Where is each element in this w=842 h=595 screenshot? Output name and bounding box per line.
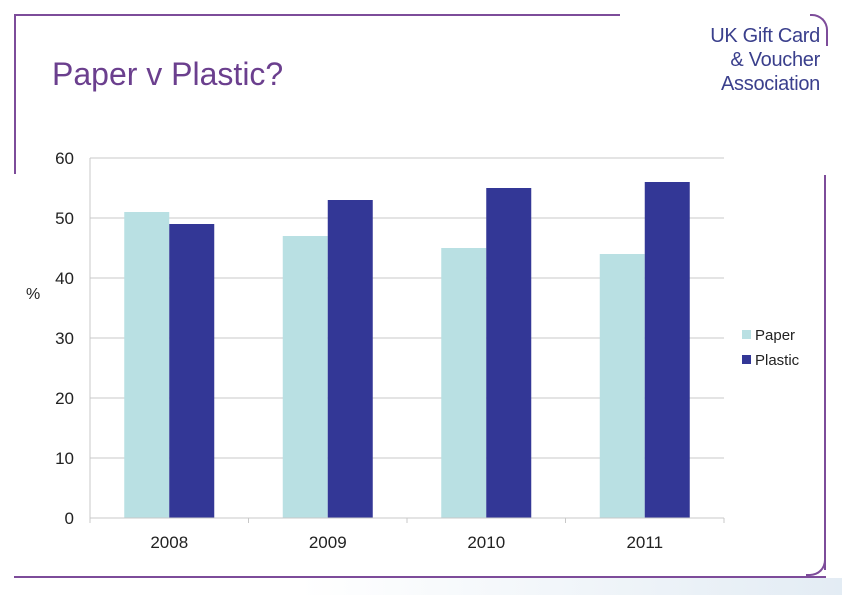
bar-plastic-2011 bbox=[644, 182, 690, 518]
legend-label-plastic: Plastic bbox=[755, 352, 800, 369]
bar-paper-2009 bbox=[282, 236, 328, 518]
bottom-gradient bbox=[300, 578, 842, 595]
slide-title: Paper v Plastic? bbox=[52, 56, 284, 92]
x-tick-label: 2010 bbox=[467, 533, 505, 552]
legend-swatch-paper bbox=[742, 330, 751, 339]
y-axis-label: % bbox=[26, 286, 41, 303]
legend-swatch-plastic bbox=[742, 355, 751, 364]
logo-line-3: Association bbox=[721, 73, 820, 95]
frame-right-top-corner bbox=[810, 14, 828, 46]
y-tick-label: 0 bbox=[65, 509, 74, 528]
association-logo: UK Gift Card & Voucher Association bbox=[680, 24, 820, 96]
bar-plastic-2010 bbox=[486, 188, 532, 518]
x-tick-label: 2008 bbox=[150, 533, 188, 552]
y-tick-label: 10 bbox=[55, 449, 74, 468]
bar-plastic-2009 bbox=[327, 200, 373, 518]
legend-label-paper: Paper bbox=[755, 327, 795, 344]
bar-plastic-2008 bbox=[169, 224, 215, 518]
logo-line-1: UK Gift Card bbox=[710, 25, 820, 47]
frame-right-border bbox=[824, 175, 826, 570]
frame-top-border bbox=[14, 14, 620, 16]
y-tick-label: 30 bbox=[55, 329, 74, 348]
frame-left-border bbox=[14, 14, 16, 174]
x-tick-label: 2009 bbox=[309, 533, 347, 552]
y-tick-label: 20 bbox=[55, 389, 74, 408]
y-tick-label: 60 bbox=[55, 149, 74, 168]
frame-bottom-border bbox=[14, 576, 826, 578]
bar-paper-2011 bbox=[599, 254, 645, 518]
bar-paper-2010 bbox=[441, 248, 487, 518]
x-tick-label: 2011 bbox=[626, 533, 663, 552]
logo-line-2: & Voucher bbox=[730, 49, 820, 71]
y-tick-label: 40 bbox=[55, 269, 74, 288]
bar-paper-2008 bbox=[124, 212, 170, 518]
y-tick-label: 50 bbox=[55, 209, 74, 228]
